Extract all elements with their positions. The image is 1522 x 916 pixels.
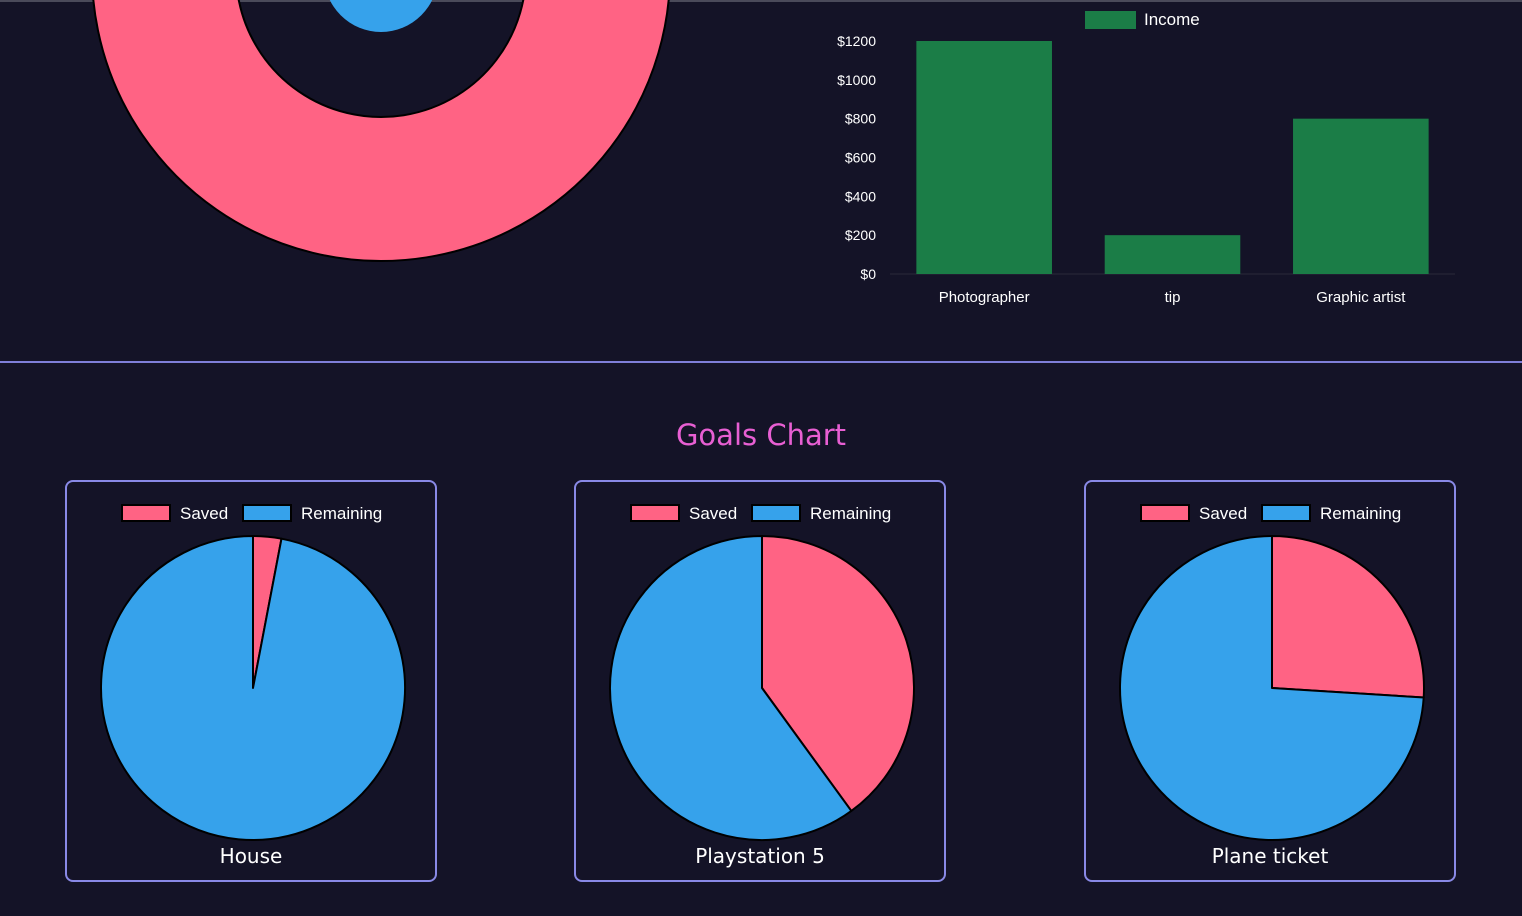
legend-label-income: Income [1144, 10, 1200, 29]
pie-slice-remaining [1119, 535, 1425, 841]
legend-swatch-saved [121, 504, 171, 522]
expense-doughnut-chart [92, 0, 670, 262]
goal-pie-plane-ticket: Saved Remaining [1119, 504, 1425, 841]
x-tick-label: Photographer [939, 289, 1030, 306]
y-tick-label: $600 [845, 150, 876, 166]
goal-card-plane-ticket: Saved Remaining Plane ticket [1084, 480, 1456, 882]
x-tick-label: tip [1165, 289, 1181, 306]
legend-label-remaining: Remaining [1320, 504, 1401, 523]
legend-label-remaining: Remaining [301, 504, 382, 523]
goals-chart-title: Goals Chart [675, 418, 847, 452]
goal-card-house: Saved Remaining House [65, 480, 437, 882]
income-bar [1293, 118, 1429, 275]
y-tick-label: $400 [845, 188, 876, 204]
legend-swatch-saved [1140, 504, 1190, 522]
pie-slice-saved [1271, 535, 1425, 699]
x-tick-label: Graphic artist [1316, 289, 1406, 306]
goal-card-playstation-5: Saved Remaining Playstation 5 [574, 480, 946, 882]
income-bar-chart: $0 $200 $400 $600 $800 $1000 $1200 Photographer… [837, 10, 1455, 306]
y-tick-label: $800 [845, 111, 876, 127]
legend-swatch-saved [630, 504, 680, 522]
goal-pie-playstation-5: Saved Remaining [609, 504, 915, 841]
income-bar [916, 41, 1052, 274]
y-tick-label: $200 [845, 227, 876, 243]
income-bar [1104, 235, 1241, 274]
legend-swatch-remaining [242, 504, 292, 522]
goal-label: House [219, 844, 283, 868]
pie-slice-remaining [609, 535, 853, 841]
legend-label-saved: Saved [180, 504, 228, 523]
pie-slice-saved [761, 535, 915, 812]
y-tick-label: $1000 [837, 72, 876, 88]
legend-label-saved: Saved [1199, 504, 1247, 523]
section-divider [0, 361, 1522, 363]
legend-swatch-remaining [1261, 504, 1311, 522]
legend-swatch-income [1085, 11, 1136, 29]
legend-swatch-remaining [751, 504, 801, 522]
y-tick-label: $1200 [837, 33, 876, 49]
legend-label-saved: Saved [689, 504, 737, 523]
top-rule [0, 0, 1522, 2]
pie-slice-remaining [100, 535, 406, 841]
goal-label: Playstation 5 [695, 844, 825, 868]
goal-label: Plane ticket [1211, 844, 1329, 868]
goal-pie-house: Saved Remaining [100, 504, 406, 841]
doughnut-inner-pie [329, 0, 433, 32]
y-tick-label: $0 [860, 266, 876, 282]
legend-label-remaining: Remaining [810, 504, 891, 523]
doughnut-slice-1 [92, 0, 670, 262]
